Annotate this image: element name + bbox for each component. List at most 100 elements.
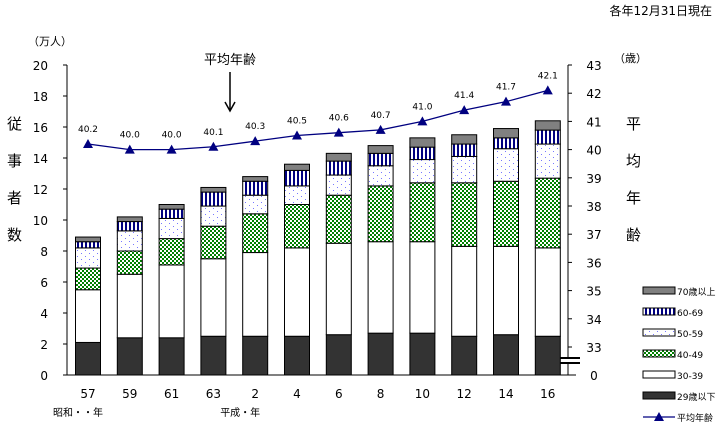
right-tick-label: 35 bbox=[586, 285, 601, 299]
legend-label: 平均年齢 bbox=[677, 412, 713, 423]
bar-40-49 bbox=[534, 177, 561, 249]
right-tick-label: 42 bbox=[586, 87, 601, 101]
legend-swatch bbox=[642, 328, 676, 337]
avg-age-label: 40.6 bbox=[329, 114, 349, 124]
legend-swatch bbox=[642, 349, 676, 358]
bar-40-49 bbox=[325, 194, 352, 244]
legend-item: 70歳以上 bbox=[642, 286, 715, 298]
bar-30-39 bbox=[242, 252, 269, 337]
bar-30-39 bbox=[493, 245, 519, 336]
bar-stack bbox=[116, 216, 143, 376]
right-tick-label: 43 bbox=[586, 59, 601, 73]
bar-50-59 bbox=[242, 194, 269, 215]
legend-item: 平均年齢 bbox=[643, 412, 713, 423]
avg-age-point bbox=[208, 141, 219, 151]
bar-stack bbox=[493, 128, 519, 376]
bar-70歳以上 bbox=[200, 186, 227, 193]
avg-age-point bbox=[292, 130, 302, 140]
bar-60-69 bbox=[325, 160, 352, 176]
bar-40-49 bbox=[158, 238, 185, 266]
avg-age-label: 41.0 bbox=[412, 102, 432, 112]
bar-60-69 bbox=[158, 208, 185, 219]
bar-29歳以下 bbox=[325, 334, 352, 376]
x-tick-label: 2 bbox=[251, 387, 259, 401]
bar-60-69 bbox=[75, 241, 101, 249]
bar-60-69 bbox=[116, 221, 143, 232]
era-label: 昭和・・年 bbox=[53, 406, 103, 419]
bar-29歳以下 bbox=[116, 337, 143, 376]
bar-70歳以上 bbox=[325, 152, 352, 162]
bar-50-59 bbox=[116, 230, 143, 252]
left-tick-label: 18 bbox=[33, 90, 48, 104]
bar-70歳以上 bbox=[409, 137, 436, 148]
legend-label: 60-69 bbox=[677, 309, 703, 319]
bar-30-39 bbox=[200, 258, 227, 337]
bar-30-39 bbox=[451, 245, 478, 337]
bar-60-69 bbox=[534, 129, 561, 145]
right-tick-label: 39 bbox=[586, 172, 601, 186]
left-tick-label: 6 bbox=[40, 276, 48, 290]
bar-60-69 bbox=[367, 152, 394, 167]
legend-label: 50-59 bbox=[677, 330, 703, 340]
triangle-icon bbox=[654, 412, 664, 421]
x-tick-label: 59 bbox=[122, 387, 137, 401]
left-tick-label: 2 bbox=[40, 338, 48, 352]
bar-40-49 bbox=[242, 213, 269, 254]
bar-50-59 bbox=[200, 205, 227, 227]
legend-label: 29歳以下 bbox=[677, 391, 715, 403]
x-tick-label: 16 bbox=[540, 387, 555, 401]
bar-40-49 bbox=[493, 180, 519, 247]
left-tick-label: 16 bbox=[33, 121, 48, 135]
bar-60-69 bbox=[409, 146, 436, 161]
right-tick-label: 33 bbox=[586, 341, 601, 355]
x-tick-label: 4 bbox=[293, 387, 301, 401]
left-tick-label: 20 bbox=[33, 59, 48, 73]
bar-29歳以下 bbox=[493, 334, 519, 376]
bar-29歳以下 bbox=[242, 335, 269, 376]
bar-40-49 bbox=[200, 225, 227, 260]
avg-age-label: 41.7 bbox=[496, 83, 516, 93]
left-tick-label: 0 bbox=[40, 369, 48, 383]
right-tick-label: 40 bbox=[586, 144, 601, 158]
legend-label: 70歳以上 bbox=[677, 286, 715, 298]
legend-item: 60-69 bbox=[642, 307, 703, 319]
legend-swatch bbox=[642, 307, 676, 316]
bar-40-49 bbox=[451, 182, 478, 247]
bar-70歳以上 bbox=[116, 216, 143, 223]
bar-30-39 bbox=[75, 289, 101, 343]
avg-age-label: 40.1 bbox=[203, 128, 223, 138]
bar-40-49 bbox=[409, 182, 436, 243]
bar-40-49 bbox=[116, 250, 143, 275]
avg-age-label: 40.5 bbox=[287, 117, 307, 127]
bar-29歳以下 bbox=[200, 335, 227, 376]
bar-70歳以上 bbox=[242, 176, 269, 182]
bar-30-39 bbox=[409, 241, 436, 334]
legend-item: 40-49 bbox=[642, 349, 703, 361]
annotation-label: 平均年齢 bbox=[204, 53, 256, 68]
bar-29歳以下 bbox=[158, 337, 185, 376]
bar-29歳以下 bbox=[284, 335, 310, 376]
avg-age-label: 40.2 bbox=[78, 125, 98, 135]
avg-age-point bbox=[501, 96, 511, 106]
x-tick-label: 63 bbox=[206, 387, 221, 401]
left-axis-title: 従事者数 bbox=[5, 116, 23, 264]
avg-age-point bbox=[542, 85, 553, 95]
bar-stack bbox=[200, 186, 227, 376]
right-tick-label: 36 bbox=[586, 256, 601, 270]
bar-50-59 bbox=[158, 217, 185, 240]
bar-60-69 bbox=[200, 191, 227, 207]
bar-stack bbox=[75, 236, 101, 376]
bar-stack bbox=[451, 134, 478, 376]
bar-29歳以下 bbox=[451, 335, 478, 376]
legend-swatch bbox=[642, 286, 676, 295]
avg-age-line bbox=[87, 89, 548, 151]
legend-label: 30-39 bbox=[677, 372, 703, 382]
right-tick-label: 37 bbox=[586, 228, 601, 242]
avg-age-point bbox=[333, 127, 344, 137]
bar-50-59 bbox=[75, 247, 101, 269]
bar-30-39 bbox=[367, 241, 394, 334]
bar-70歳以上 bbox=[367, 145, 394, 154]
bar-29歳以下 bbox=[367, 332, 394, 376]
avg-age-point bbox=[124, 144, 135, 154]
